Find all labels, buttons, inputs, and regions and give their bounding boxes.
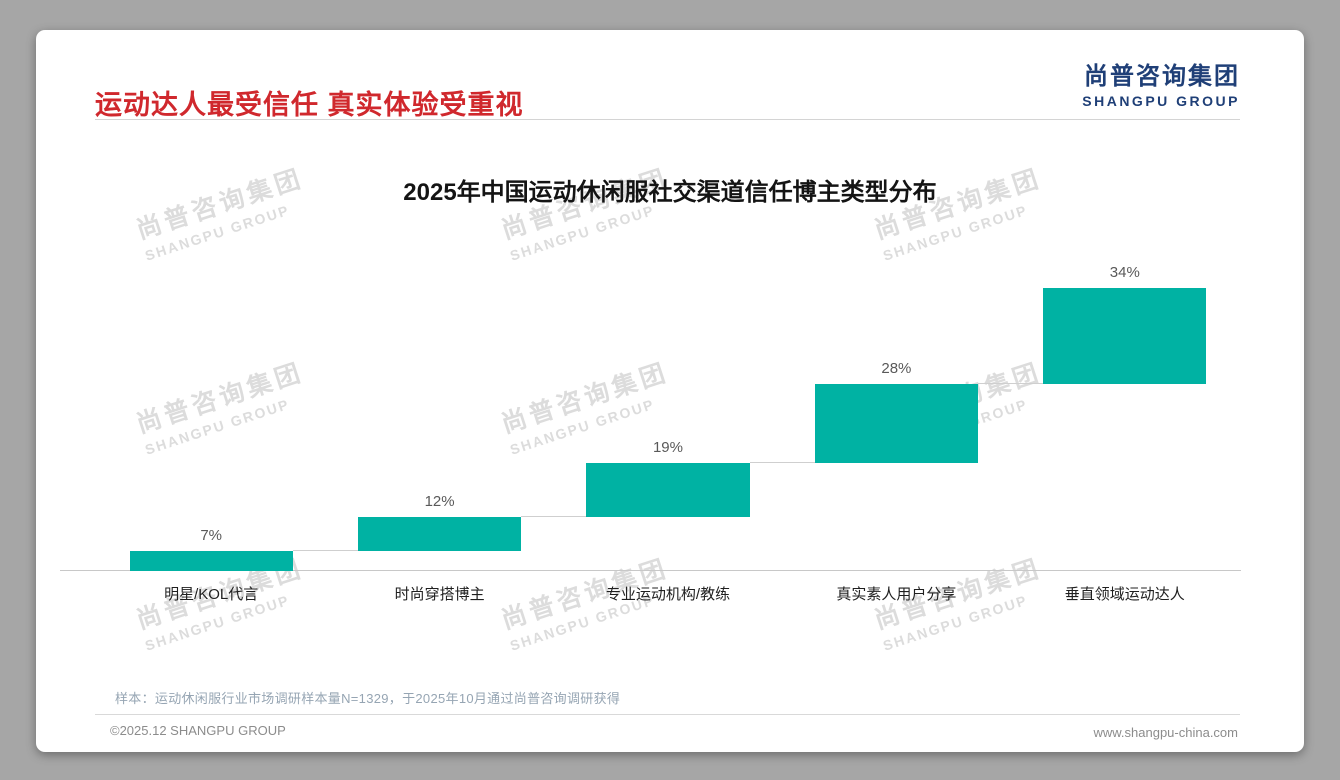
category-label: 时尚穿搭博主 — [394, 586, 485, 603]
footer-divider — [95, 714, 1240, 715]
bar-value-label: 19% — [652, 439, 683, 457]
chart-bar — [129, 551, 293, 571]
website-url: www.shangpu-china.com — [1093, 725, 1238, 740]
waterfall-chart: 7% 明星/KOL代言 12% 时尚穿搭博主 19% 专业运动机构/教练 28% 真实素人用户… — [60, 264, 1241, 603]
bar-value-label: 7% — [200, 527, 223, 545]
chart-baseline — [60, 570, 1241, 571]
logo-en-text: SHANGPU GROUP — [1082, 93, 1240, 109]
bar-value-label: 12% — [424, 493, 455, 511]
page-title: 运动达人最受信任 真实体验受重视 — [95, 90, 524, 120]
category-label: 垂直领域运动达人 — [1064, 586, 1185, 603]
slide-card: 尚普咨询集团 SHANGPU GROUP 尚普咨询集团 SHANGPU GROUP 尚普… — [36, 30, 1304, 752]
category-label: 真实素人用户分享 — [836, 586, 957, 603]
chart-bar — [357, 517, 522, 552]
logo: 尚普咨询集团 SHANGPU GROUP — [1082, 56, 1240, 109]
chart-bar — [1043, 288, 1207, 385]
copyright-text: ©2025.12 SHANGPU GROUP — [110, 723, 286, 738]
chart-title: 2025年中国运动休闲服社交渠道信任博主类型分布 — [403, 179, 937, 206]
connector-line — [978, 383, 1044, 385]
connector-line — [292, 550, 358, 552]
bar-value-label: 34% — [1109, 264, 1140, 281]
title-divider — [95, 119, 1240, 120]
connector-line — [749, 462, 815, 464]
category-label: 明星/KOL代言 — [164, 586, 259, 603]
chart-bar — [586, 463, 750, 518]
bar-value-label: 28% — [881, 360, 912, 378]
sample-note: 样本：运动休闲服行业市场调研样本量N=1329，于2025年10月通过尚普咨询调… — [115, 691, 621, 706]
connector-line — [521, 516, 587, 518]
category-label: 专业运动机构/教练 — [605, 586, 731, 603]
logo-cn-text: 尚普咨询集团 — [1084, 63, 1240, 90]
chart-bar — [814, 384, 979, 464]
